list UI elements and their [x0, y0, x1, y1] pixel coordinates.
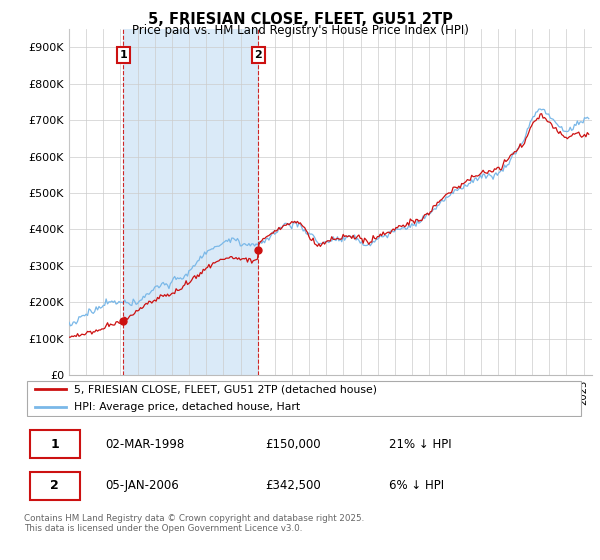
Text: 1: 1	[120, 50, 128, 60]
Text: 21% ↓ HPI: 21% ↓ HPI	[389, 437, 451, 451]
FancyBboxPatch shape	[29, 430, 80, 458]
Text: HPI: Average price, detached house, Hart: HPI: Average price, detached house, Hart	[74, 402, 301, 412]
Text: 5, FRIESIAN CLOSE, FLEET, GU51 2TP: 5, FRIESIAN CLOSE, FLEET, GU51 2TP	[148, 12, 452, 27]
Text: 05-JAN-2006: 05-JAN-2006	[106, 479, 179, 492]
Text: 2: 2	[50, 479, 59, 492]
Text: Price paid vs. HM Land Registry's House Price Index (HPI): Price paid vs. HM Land Registry's House …	[131, 24, 469, 37]
Text: Contains HM Land Registry data © Crown copyright and database right 2025.
This d: Contains HM Land Registry data © Crown c…	[24, 514, 364, 533]
Text: £150,000: £150,000	[265, 437, 321, 451]
FancyBboxPatch shape	[29, 472, 80, 500]
Bar	[124, 29, 258, 375]
Text: 1: 1	[50, 437, 59, 451]
Text: £342,500: £342,500	[265, 479, 321, 492]
Text: 2: 2	[254, 50, 262, 60]
FancyBboxPatch shape	[27, 381, 581, 416]
Text: 02-MAR-1998: 02-MAR-1998	[106, 437, 185, 451]
Text: 5, FRIESIAN CLOSE, FLEET, GU51 2TP (detached house): 5, FRIESIAN CLOSE, FLEET, GU51 2TP (deta…	[74, 384, 377, 394]
Text: 6% ↓ HPI: 6% ↓ HPI	[389, 479, 444, 492]
